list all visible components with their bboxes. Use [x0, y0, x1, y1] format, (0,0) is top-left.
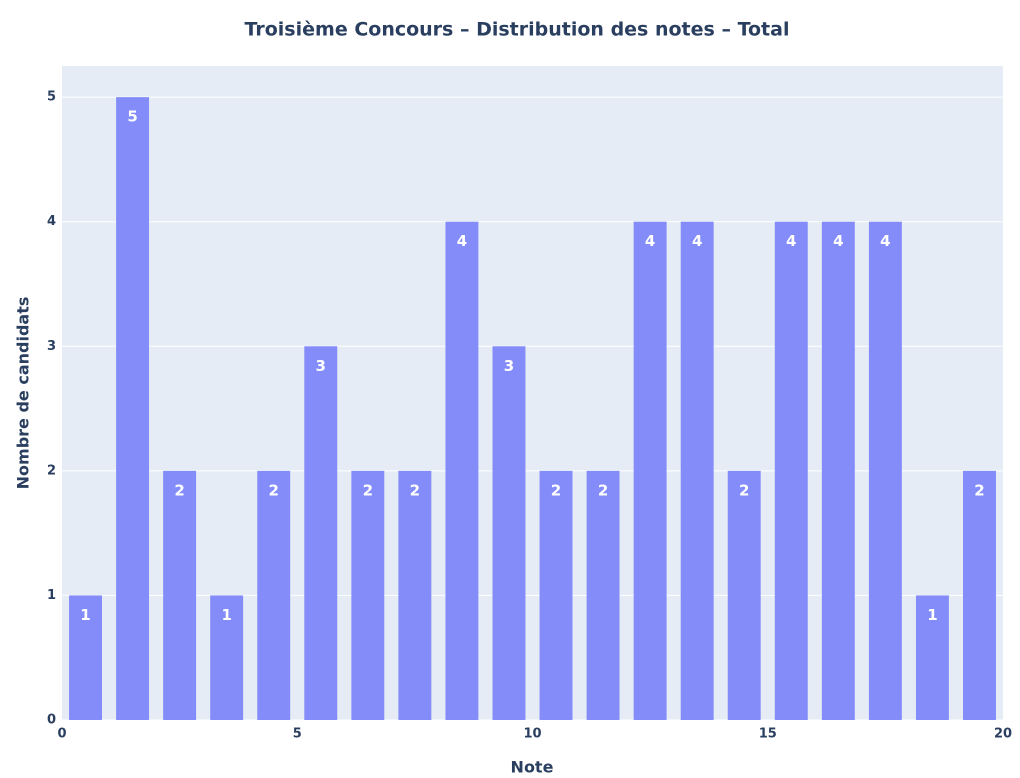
data-label: 2 — [174, 481, 184, 499]
bar — [304, 346, 338, 720]
y-axis-label: Nombre de candidats — [14, 297, 33, 490]
data-label: 2 — [974, 481, 984, 499]
data-label: 3 — [316, 357, 326, 375]
data-label: 2 — [363, 481, 373, 499]
data-label: 3 — [504, 357, 514, 375]
data-label: 1 — [927, 606, 937, 624]
plot-background — [62, 66, 1003, 720]
bar — [210, 595, 244, 720]
y-tick-label: 5 — [47, 90, 56, 105]
data-label: 1 — [80, 606, 90, 624]
bar — [821, 221, 855, 720]
data-label: 2 — [739, 481, 749, 499]
bar — [257, 470, 291, 720]
bar — [69, 595, 102, 720]
bar — [680, 221, 714, 720]
data-label: 2 — [598, 481, 608, 499]
x-tick-label: 0 — [57, 727, 66, 742]
bar — [163, 470, 197, 720]
x-tick-label: 15 — [759, 727, 777, 742]
bar — [539, 470, 573, 720]
x-tick-label: 20 — [994, 727, 1012, 742]
y-tick-label: 3 — [47, 339, 56, 354]
x-tick-label: 10 — [523, 727, 541, 742]
data-label: 1 — [221, 606, 231, 624]
y-tick-label: 1 — [47, 588, 56, 603]
y-tick-label: 4 — [47, 214, 56, 229]
data-label: 2 — [269, 481, 279, 499]
bar — [633, 221, 667, 720]
data-label: 4 — [457, 232, 467, 250]
x-tick-label: 5 — [293, 727, 302, 742]
data-label: 4 — [880, 232, 890, 250]
data-label: 4 — [833, 232, 843, 250]
chart-title: Troisième Concours – Distribution des no… — [245, 19, 790, 41]
y-tick-label: 0 — [47, 713, 56, 728]
data-label: 4 — [645, 232, 655, 250]
data-label: 4 — [692, 232, 702, 250]
bar — [963, 470, 996, 720]
bar — [586, 470, 620, 720]
bar — [398, 470, 432, 720]
data-label: 5 — [127, 108, 137, 126]
bar — [492, 346, 526, 720]
bar — [351, 470, 385, 720]
bar — [445, 221, 479, 720]
bar — [116, 97, 150, 720]
data-label: 2 — [410, 481, 420, 499]
bar — [868, 221, 902, 720]
bar — [774, 221, 808, 720]
data-label: 2 — [551, 481, 561, 499]
bar — [915, 595, 949, 720]
bar — [727, 470, 761, 720]
y-tick-label: 2 — [47, 463, 56, 478]
x-axis-label: Note — [511, 758, 554, 777]
data-label: 4 — [786, 232, 796, 250]
